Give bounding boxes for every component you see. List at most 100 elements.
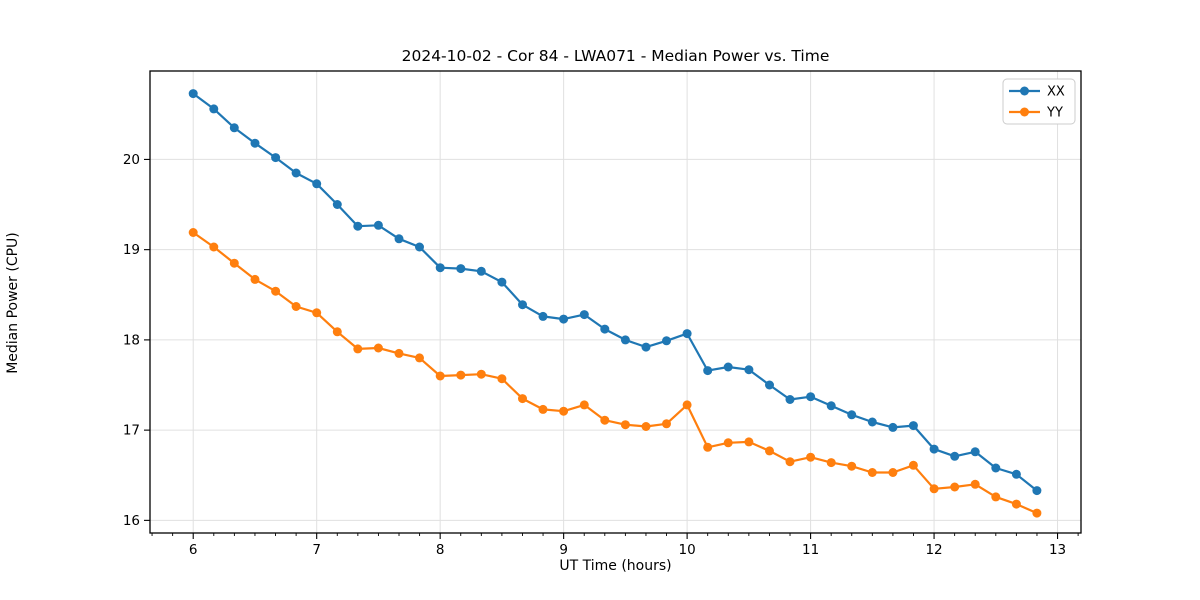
data-point [641, 342, 651, 352]
data-point [908, 460, 918, 470]
data-point [538, 404, 548, 414]
data-point [456, 370, 466, 380]
data-point [662, 336, 671, 346]
data-point [991, 492, 1001, 502]
data-point [497, 277, 507, 287]
x-tick-label: 13 [1049, 542, 1066, 558]
data-point [806, 392, 816, 402]
data-point [950, 482, 960, 492]
chart-title: 2024-10-02 - Cor 84 - LWA071 - Median Po… [401, 47, 830, 65]
data-point [188, 89, 198, 99]
data-point [806, 452, 816, 462]
data-point [991, 463, 1001, 473]
data-point [291, 302, 301, 311]
data-point [826, 401, 836, 411]
data-point [847, 461, 857, 471]
data-point [867, 417, 877, 427]
data-point [559, 406, 569, 416]
data-point [662, 419, 671, 429]
data-point [353, 221, 363, 231]
legend-marker [1020, 86, 1029, 96]
data-point [456, 264, 466, 274]
series-line [192, 92, 1038, 492]
data-point [271, 153, 281, 163]
x-tick-label: 10 [679, 542, 696, 558]
legend-label: YY [1046, 106, 1063, 121]
data-point [579, 400, 589, 410]
series-xx [188, 89, 1042, 496]
legend: XX YY [1002, 78, 1076, 125]
data-point [785, 395, 795, 404]
data-point [723, 362, 733, 372]
y-tick-label: 19 [123, 242, 140, 258]
axes-spines [149, 70, 1082, 534]
x-tick-label: 11 [802, 542, 819, 558]
data-point [312, 179, 322, 189]
data-point [497, 374, 507, 384]
data-point [867, 468, 877, 477]
y-tick-label: 16 [123, 513, 140, 529]
data-point [518, 300, 527, 310]
data-point [250, 138, 260, 148]
data-point [1032, 508, 1042, 518]
data-point [1032, 486, 1042, 496]
data-point [415, 242, 424, 252]
data-point [888, 468, 898, 477]
data-point [970, 447, 980, 457]
y-tick-label: 17 [123, 423, 140, 439]
data-point [765, 446, 774, 456]
data-point [826, 458, 836, 468]
data-point [888, 422, 898, 432]
data-point [703, 366, 713, 376]
data-point [394, 348, 404, 358]
series-line [192, 231, 1038, 515]
data-point [620, 420, 630, 430]
x-axis-label: UT Time (hours) [559, 558, 672, 574]
data-point [847, 410, 857, 420]
data-point [579, 310, 589, 320]
legend-label: XX [1047, 85, 1065, 100]
data-point [291, 168, 301, 178]
data-point [929, 444, 939, 454]
data-point [229, 123, 239, 133]
grid [150, 71, 1081, 533]
data-point [518, 394, 527, 404]
data-point [188, 228, 198, 237]
data-point [620, 335, 630, 345]
x-tick-label: 12 [925, 542, 942, 558]
series-yy [188, 228, 1042, 518]
data-point [209, 104, 219, 114]
data-point [394, 234, 404, 244]
x-tick-label: 8 [436, 542, 445, 558]
data-point [373, 343, 383, 353]
data-point [600, 324, 610, 334]
x-tick-label: 9 [559, 542, 568, 558]
data-point [600, 415, 610, 425]
data-point [271, 286, 281, 296]
data-point [209, 242, 219, 252]
data-point [373, 220, 383, 230]
data-point [476, 369, 486, 379]
y-tick-label: 20 [123, 152, 140, 168]
data-point [435, 263, 445, 273]
data-point [744, 365, 754, 375]
data-point [641, 422, 651, 431]
data-point [538, 311, 548, 321]
data-point [415, 353, 424, 363]
y-axis: 16 17 18 19 20 [123, 152, 150, 529]
data-point [312, 308, 322, 318]
data-point [682, 400, 692, 410]
data-point [250, 274, 260, 284]
data-point [785, 457, 795, 467]
data-point [229, 258, 239, 268]
x-axis: 6 7 8 9 10 11 12 13 [151, 533, 1079, 558]
data-point [908, 421, 918, 431]
data-point [723, 438, 733, 448]
data-point [703, 442, 713, 452]
x-tick-label: 6 [189, 542, 198, 558]
data-point [950, 451, 960, 461]
data-point [765, 380, 774, 390]
data-point [476, 266, 486, 276]
